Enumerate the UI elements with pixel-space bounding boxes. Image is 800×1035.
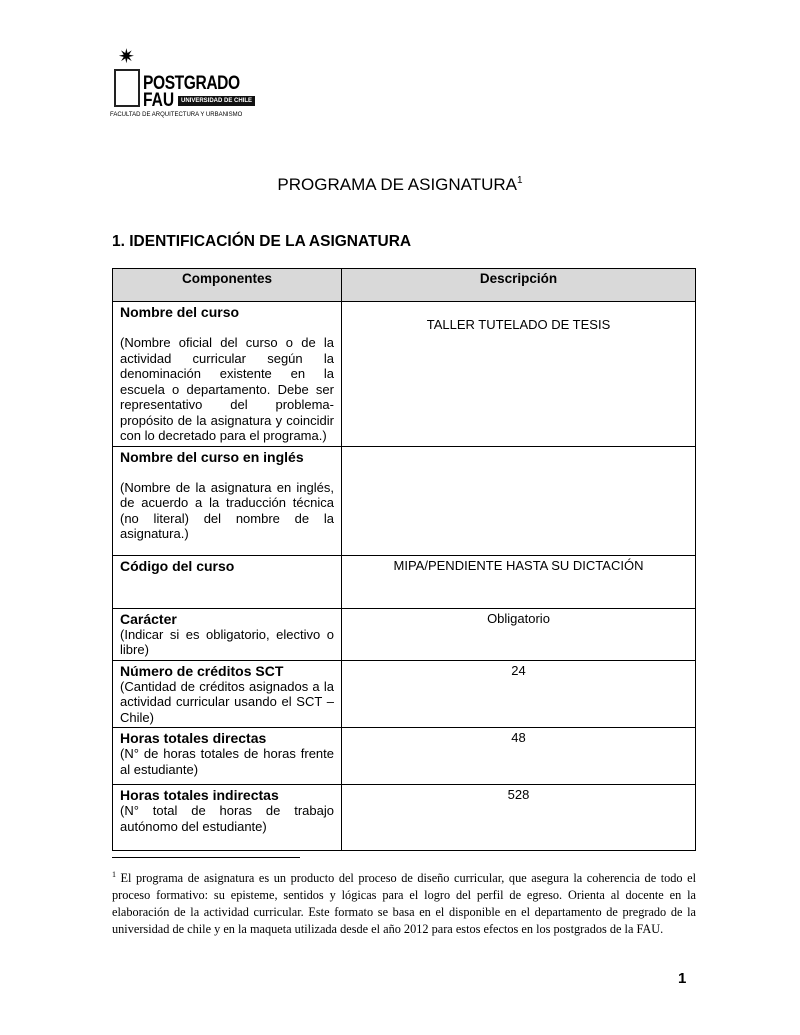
logo-faculty: FACULTAD DE ARQUITECTURA Y URBANISMO xyxy=(110,112,243,118)
component-cell: Número de créditos SCT (Cantidad de crédi… xyxy=(112,659,342,728)
component-cell: Carácter (Indicar si es obligatorio, elec… xyxy=(112,607,342,661)
title-text: PROGRAMA DE ASIGNATURA xyxy=(277,175,518,194)
component-cell: Nombre del curso (Nombre oficial del curs… xyxy=(112,301,342,447)
footnote-text: El programa de asignatura es un producto… xyxy=(112,871,696,937)
table-row: Código del curso MIPA/PENDIENTE HASTA SU … xyxy=(112,554,696,609)
component-description: (Indicar si es obligatorio, electivo o l… xyxy=(120,626,334,658)
star-emblem-icon: ✷ xyxy=(118,46,135,68)
page-title: PROGRAMA DE ASIGNATURA1 xyxy=(0,175,800,195)
footnote: 1 El programa de asignatura es un produc… xyxy=(112,866,696,938)
description-cell: Obligatorio xyxy=(341,607,696,661)
component-description: (Nombre oficial del curso o de la activi… xyxy=(120,335,334,443)
component-name: Código del curso xyxy=(120,557,235,574)
table-row: Número de créditos SCT (Cantidad de crédi… xyxy=(112,659,696,728)
table-row: Horas totales indirectas (N° total de hor… xyxy=(112,784,696,851)
component-name: Número de créditos SCT xyxy=(120,662,284,679)
table-row: Nombre del curso (Nombre oficial del curs… xyxy=(112,301,696,447)
component-description: (Nombre de la asignatura en inglés, de a… xyxy=(120,479,334,542)
component-cell: Horas totales indirectas (N° total de hor… xyxy=(112,784,342,851)
university-shield-icon xyxy=(114,69,140,107)
footnote-ref: 1 xyxy=(517,175,523,186)
description-cell: MIPA/PENDIENTE HASTA SU DICTACIÓN xyxy=(341,554,696,609)
logo-text: FAU xyxy=(143,90,175,111)
description-cell xyxy=(341,445,696,556)
component-name: Carácter xyxy=(120,610,177,627)
description-cell: 48 xyxy=(341,727,696,785)
logo-badge: UNIVERSIDAD DE CHILE xyxy=(178,96,256,106)
course-identification-table: Componentes Descripción Nombre del curso… xyxy=(112,268,696,851)
component-description: (Cantidad de créditos asignados a la act… xyxy=(120,678,334,725)
header-descripcion: Descripción xyxy=(341,268,696,302)
table-row: Nombre del curso en inglés (Nombre de la … xyxy=(112,445,696,556)
component-name: Horas totales directas xyxy=(120,730,267,746)
component-name: Horas totales indirectas xyxy=(120,787,279,803)
page-number: 1 xyxy=(678,970,687,987)
component-cell: Horas totales directas (N° de horas total… xyxy=(112,727,342,785)
postgrado-fau-logo: ✷ POSTGRADO FAU UNIVERSIDAD DE CHILE FAC… xyxy=(110,45,256,125)
component-cell: Nombre del curso en inglés (Nombre de la … xyxy=(112,445,342,556)
component-description: (N° de horas totales de horas frente al … xyxy=(120,746,334,777)
section-heading: 1. IDENTIFICACIÓN DE LA ASIGNATURA xyxy=(112,233,412,250)
component-name: Nombre del curso xyxy=(120,304,240,320)
header-componentes: Componentes xyxy=(112,268,342,302)
component-description: (N° total de horas de trabajo autónomo d… xyxy=(120,803,334,834)
component-cell: Código del curso xyxy=(112,554,342,609)
description-cell: 528 xyxy=(341,784,696,851)
logo-text: POSTGRADO xyxy=(143,73,240,94)
table-row: Horas totales directas (N° de horas total… xyxy=(112,727,696,785)
description-cell: TALLER TUTELADO DE TESIS xyxy=(341,301,696,447)
footnote-separator xyxy=(112,857,300,858)
table-row: Carácter (Indicar si es obligatorio, elec… xyxy=(112,607,696,661)
footnote-mark: 1 xyxy=(112,870,116,879)
description-cell: 24 xyxy=(341,659,696,728)
component-name: Nombre del curso en inglés xyxy=(120,448,304,465)
